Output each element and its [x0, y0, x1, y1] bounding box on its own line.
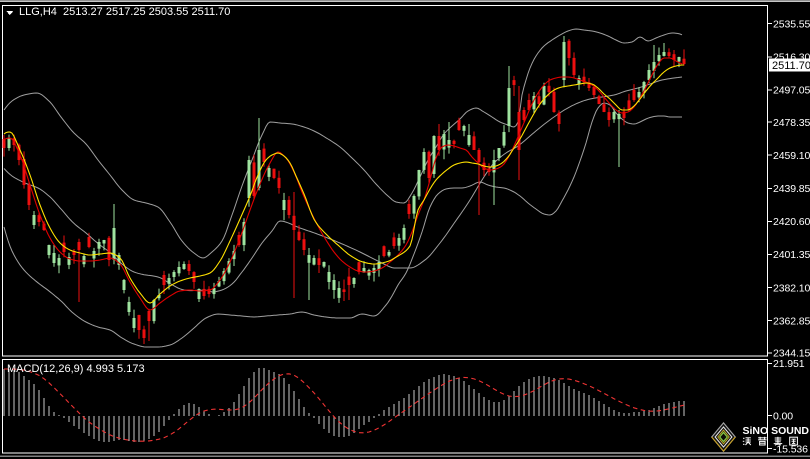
svg-text:2478.35: 2478.35: [773, 117, 810, 129]
svg-text:0.00: 0.00: [773, 410, 793, 422]
svg-text:2497.05: 2497.05: [773, 85, 810, 97]
svg-text:2459.10: 2459.10: [773, 150, 810, 162]
svg-text:MACD(12,26,9) 4.993 5.173: MACD(12,26,9) 4.993 5.173: [7, 363, 145, 375]
svg-text:2401.35: 2401.35: [773, 249, 810, 261]
svg-text:2344.15: 2344.15: [773, 348, 810, 360]
svg-text:2382.10: 2382.10: [773, 282, 810, 294]
svg-text:2420.60: 2420.60: [773, 216, 810, 228]
svg-text:2439.85: 2439.85: [773, 183, 810, 195]
svg-text:21.951: 21.951: [773, 358, 805, 370]
svg-text:2511.70: 2511.70: [772, 60, 810, 72]
svg-text:LLG,H4 2513.27 2517.25 2503.5: LLG,H4 2513.27 2517.25 2503.55 2511.70: [19, 6, 230, 18]
svg-text:2362.85: 2362.85: [773, 315, 810, 327]
svg-text:-15.536: -15.536: [773, 443, 808, 455]
svg-text:2535.55: 2535.55: [773, 18, 810, 30]
svg-text:SiNO SOUND: SiNO SOUND: [743, 425, 810, 437]
